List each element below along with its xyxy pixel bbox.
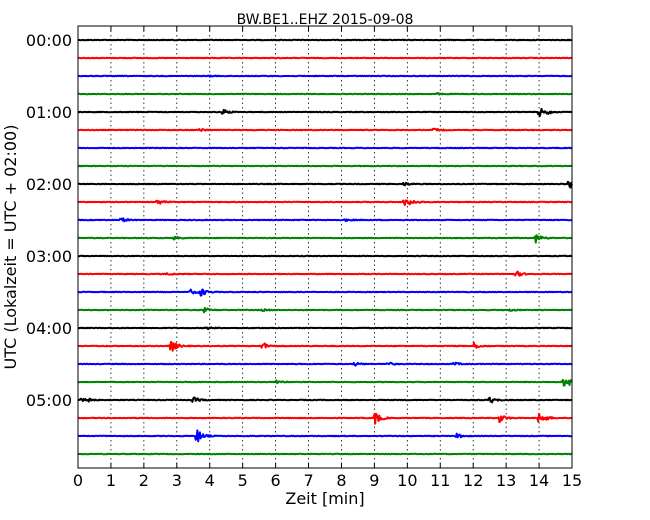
x-tick-label: 5 — [238, 471, 248, 490]
trace-line — [77, 74, 573, 78]
y-axis-ticks: 00:00 01:00 02:00 03:00 04:00 05:00 — [26, 31, 572, 410]
y-tick-label: 04:00 — [26, 319, 72, 338]
x-tick-label: 1 — [106, 471, 116, 490]
x-tick-label: 9 — [369, 471, 379, 490]
plot-frame — [77, 25, 573, 469]
x-axis-label: Zeit [min] — [285, 489, 364, 508]
x-tick-label: 13 — [496, 471, 516, 490]
trace-line — [77, 56, 573, 60]
trace-line — [77, 396, 573, 404]
x-tick-label: 10 — [397, 471, 417, 490]
trace-line — [77, 306, 573, 314]
trace-line — [77, 452, 573, 456]
trace-line — [77, 326, 573, 331]
x-tick-label: 7 — [303, 471, 313, 490]
x-tick-label: 15 — [562, 471, 582, 490]
x-tick-label: 2 — [139, 471, 149, 490]
trace-line — [77, 107, 573, 117]
trace-line — [77, 270, 573, 277]
trace-line — [77, 378, 573, 387]
x-tick-label: 11 — [430, 471, 450, 490]
trace-line — [77, 217, 573, 223]
trace-line — [77, 234, 573, 244]
traces-layer — [77, 38, 573, 456]
chart-title: BW.BE1..EHZ 2015-09-08 — [237, 12, 414, 28]
x-tick-label: 6 — [271, 471, 281, 490]
trace-line — [77, 127, 573, 132]
grid-lines — [110, 26, 540, 468]
y-tick-label: 03:00 — [26, 247, 72, 266]
x-tick-label: 12 — [463, 471, 483, 490]
y-tick-label: 02:00 — [26, 175, 72, 194]
trace-line — [77, 199, 573, 206]
y-tick-label: 05:00 — [26, 391, 72, 410]
x-tick-label: 8 — [336, 471, 346, 490]
x-tick-label: 0 — [73, 471, 83, 490]
y-axis-label: UTC (Lokalzeit = UTC + 02:00) — [1, 125, 20, 370]
trace-line — [77, 254, 573, 258]
trace-line — [77, 429, 573, 443]
trace-line — [77, 92, 573, 96]
trace-line — [77, 412, 573, 425]
x-tick-label: 4 — [205, 471, 215, 490]
trace-line — [77, 164, 573, 168]
x-tick-label: 3 — [172, 471, 182, 490]
trace-line — [77, 361, 573, 367]
trace-line — [77, 288, 573, 297]
x-axis-ticks: 0 1 2 3 4 5 6 7 8 9 10 11 12 13 14 15 — [73, 26, 582, 490]
trace-line — [77, 180, 573, 189]
trace-line — [77, 146, 573, 150]
trace-line — [77, 38, 573, 42]
x-tick-label: 14 — [529, 471, 549, 490]
y-tick-label: 00:00 — [26, 31, 72, 50]
trace-line — [77, 340, 573, 352]
y-tick-label: 01:00 — [26, 103, 72, 122]
